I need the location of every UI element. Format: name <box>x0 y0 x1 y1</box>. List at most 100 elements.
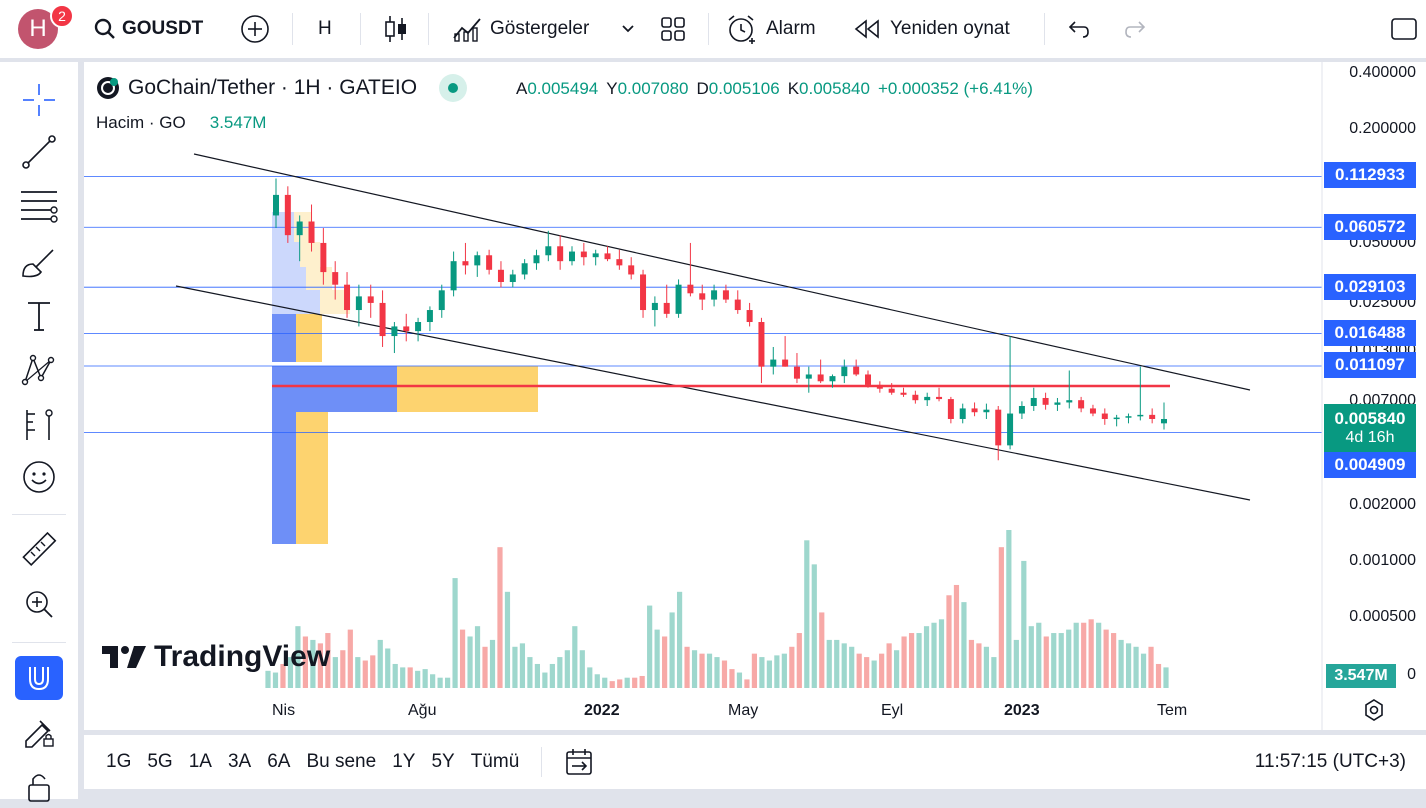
volume-bar <box>437 677 443 688</box>
range-5g-button[interactable]: 5G <box>147 751 173 772</box>
gear-icon <box>1365 699 1383 721</box>
redo-button[interactable] <box>1124 0 1148 58</box>
candle-body <box>770 359 777 367</box>
candle-body <box>1030 397 1037 406</box>
crosshair-tool[interactable] <box>15 78 63 122</box>
range-all-button[interactable]: Tümü <box>470 751 520 772</box>
candle-body <box>509 274 516 283</box>
alarm-button[interactable]: Alarm <box>726 0 816 58</box>
volume-bar <box>504 591 511 688</box>
candle-body <box>947 399 954 419</box>
volume-bar <box>998 547 1004 688</box>
price-tick: 0.400000 <box>1349 64 1416 81</box>
ruler-icon <box>22 532 57 566</box>
level-label[interactable]: 0.004909 <box>1324 452 1416 478</box>
divider <box>12 642 66 643</box>
lock-all-tool[interactable] <box>15 764 63 808</box>
indicators-button[interactable]: Göstergeler <box>452 0 589 58</box>
volume-bar <box>519 643 526 688</box>
brush-tool[interactable] <box>15 240 63 284</box>
replay-button[interactable]: Yeniden oynat <box>854 0 1010 58</box>
magnet-tool[interactable] <box>15 656 63 700</box>
crosshair-icon <box>23 84 55 116</box>
range-3a-button[interactable]: 3A <box>227 751 252 772</box>
volume-bar <box>923 626 930 688</box>
layout-templates-button[interactable] <box>660 0 686 58</box>
fib-tool[interactable] <box>15 184 63 228</box>
zoom-tool[interactable] <box>15 582 63 626</box>
go-to-date-button[interactable] <box>556 735 602 789</box>
volume-bar <box>400 667 406 688</box>
indicators-dropdown[interactable] <box>620 0 636 58</box>
undo-button[interactable] <box>1066 0 1090 58</box>
candle-body <box>675 284 682 314</box>
volume-bar <box>721 660 728 688</box>
candle-body <box>1149 414 1156 419</box>
volume-bar <box>1028 626 1034 688</box>
compare-symbol-button[interactable] <box>240 0 270 58</box>
fullscreen-button[interactable] <box>1390 0 1418 58</box>
volume-bar <box>377 639 383 688</box>
price-chart[interactable] <box>84 62 1426 730</box>
volume-bar <box>1043 636 1049 688</box>
range-1g-button[interactable]: 1G <box>106 751 132 772</box>
trend-line-tool[interactable] <box>15 130 63 174</box>
market-status-dot[interactable] <box>439 74 468 102</box>
volume-bar <box>415 670 421 688</box>
candle-body <box>1161 418 1167 424</box>
tradingview-logo: TradingView <box>100 640 330 674</box>
text-tool[interactable] <box>15 294 63 338</box>
level-label[interactable]: 0.112933 <box>1324 162 1416 188</box>
horizontal-levels <box>84 175 1322 434</box>
candle-body <box>1007 413 1014 446</box>
volume-bar <box>310 639 316 688</box>
chart-settings-button[interactable] <box>1362 698 1386 727</box>
timezone-clock[interactable]: 11:57:15 (UTC+3) <box>1254 751 1406 772</box>
indicators-icon <box>453 18 481 42</box>
volume-bar <box>654 629 660 688</box>
zoom-in-icon <box>26 591 53 618</box>
pattern-tool[interactable] <box>15 348 63 392</box>
level-label[interactable]: 0.029103 <box>1324 274 1416 300</box>
candle-body <box>865 374 871 385</box>
volume-bar <box>1051 633 1057 688</box>
icon-tool[interactable] <box>15 455 63 499</box>
volume-bar <box>287 657 294 688</box>
volume-bar <box>564 650 570 688</box>
candle-body <box>497 269 504 283</box>
volume-bar <box>691 650 698 688</box>
current-price-badge[interactable]: 0.005840 4d 16h <box>1324 404 1416 452</box>
volume-bar <box>392 663 398 688</box>
chart-pane[interactable]: GoChain/Tether · 1H · GATEIO A0.005494 Y… <box>84 62 1426 730</box>
channel-upper-trendline[interactable] <box>193 153 1251 391</box>
level-label[interactable]: 0.060572 <box>1324 214 1416 240</box>
interval-button[interactable]: H <box>318 18 332 39</box>
range-1y-button[interactable]: 1Y <box>392 751 416 772</box>
level-label[interactable]: 0.016488 <box>1324 320 1416 346</box>
level-label[interactable]: 0.011097 <box>1324 352 1416 378</box>
range-ytd-button[interactable]: Bu sene <box>306 751 377 772</box>
volume-bar <box>953 584 960 688</box>
channel-lower-trendline[interactable] <box>175 285 1251 501</box>
forecast-icon <box>26 409 53 440</box>
symbol-search-button[interactable]: GOUSDT <box>94 0 203 58</box>
chart-type-button[interactable] <box>384 0 408 58</box>
trend-line-icon <box>22 135 56 169</box>
time-tick: May <box>728 702 759 719</box>
bar-countdown: 4d 16h <box>1345 429 1395 446</box>
measure-tool[interactable] <box>15 528 63 572</box>
range-6a-button[interactable]: 6A <box>267 751 291 772</box>
volume-bar <box>961 602 967 688</box>
forecast-tool[interactable] <box>15 402 63 446</box>
alarm-clock-icon <box>728 15 755 44</box>
range-1a-button[interactable]: 1A <box>188 751 212 772</box>
range-5y-button[interactable]: 5Y <box>431 751 455 772</box>
volume-bar <box>1073 622 1079 688</box>
volume-bar <box>579 650 585 688</box>
volume-bar <box>280 663 286 688</box>
volume-bar <box>534 663 540 688</box>
candle-body <box>426 310 433 323</box>
candle-body <box>450 261 457 291</box>
volume-profile-up <box>272 267 306 290</box>
lock-drawings-tool[interactable] <box>15 710 63 754</box>
